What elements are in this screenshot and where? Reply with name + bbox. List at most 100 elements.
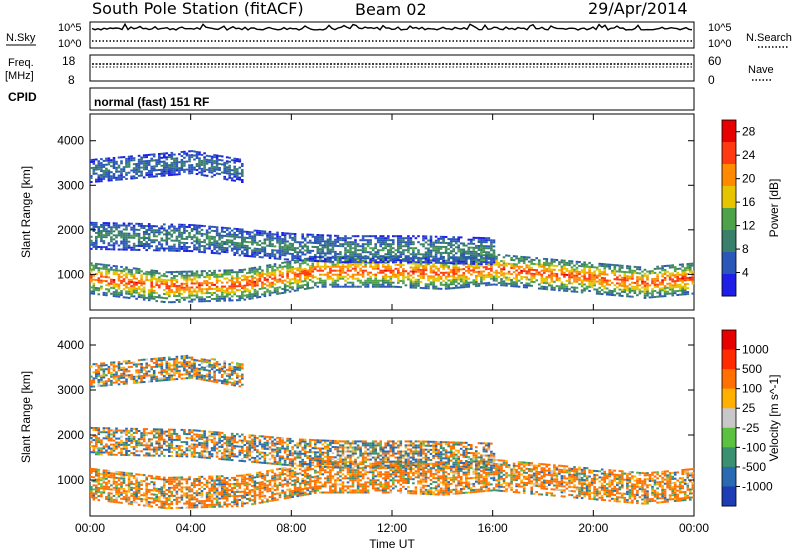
heatmap-cell [228,168,231,171]
heatmap-cell [321,250,325,253]
heatmap-cell [132,244,136,247]
heatmap-cell [185,492,189,495]
heatmap-cell [158,488,161,491]
heatmap-cell [145,504,148,507]
heatmap-cell [583,261,586,264]
heatmap-cell [575,276,579,279]
heatmap-cell [331,242,335,245]
heatmap-cell [107,498,111,501]
heatmap-cell [125,171,128,174]
heatmap-cell [147,497,151,499]
heatmap-cell [241,279,244,281]
heatmap-cell [507,270,511,273]
heatmap-cell [90,467,93,470]
heatmap-cell [301,284,304,287]
heatmap-cell [132,246,136,249]
heatmap-cell [558,263,561,266]
heatmap-cell [200,153,204,156]
heatmap-cell [462,250,466,253]
heatmap-cell [107,494,111,497]
heatmap-cell [215,154,219,157]
heatmap-cell [122,156,126,159]
heatmap-cell [555,279,559,281]
heatmap-cell [364,259,367,262]
heatmap-cell [319,234,322,237]
heatmap-cell [457,250,460,253]
heatmap-cell [115,170,118,173]
heatmap-cell [210,167,214,170]
heatmap-cell [520,255,523,258]
heatmap-cell [480,258,483,261]
heatmap-cell [434,259,438,262]
heatmap-cell [311,245,315,248]
heatmap-cell [142,156,146,159]
heatmap-cell [115,283,118,286]
heatmap-cell [291,245,294,247]
log-bottom-left: 10^0 [58,38,82,50]
heatmap-cell [314,254,317,256]
heatmap-cell [517,285,521,288]
heatmap-cell [298,245,302,248]
heatmap-cell [452,265,455,267]
heatmap-cell [558,279,561,282]
heatmap-cell [512,277,516,280]
heatmap-cell [339,265,342,268]
heatmap-cell [140,498,143,501]
heatmap-cell [228,156,231,159]
heatmap-cell [402,272,405,275]
heatmap-cell [263,240,267,243]
heatmap-cell [200,284,204,287]
heatmap-cell [195,276,199,279]
heatmap-cell [203,170,206,173]
heatmap-cell [158,157,161,159]
heatmap-cell [374,273,377,276]
heatmap-cell [374,281,377,284]
heatmap-cell [185,274,189,277]
heatmap-cell [429,251,433,254]
heatmap-cell [454,280,458,283]
heatmap-cell [90,167,93,169]
heatmap-cell [316,269,320,272]
heatmap-cell [130,279,133,282]
heatmap-cell [145,502,148,505]
heatmap-cell [341,237,345,240]
heatmap-cell [505,272,508,275]
heatmap-cell [261,234,264,237]
heatmap-cell [158,478,161,480]
heatmap-cell [298,259,302,262]
heatmap-cell [409,257,413,260]
heatmap-cell [311,266,315,269]
heatmap-cell [636,294,639,297]
heatmap-cell [480,239,483,241]
heatmap-cell [296,279,299,282]
heatmap-cell [278,245,282,248]
heatmap-cell [178,284,181,287]
heatmap-cell [392,261,395,264]
heatmap-cell [465,285,468,288]
heatmap-cell [505,262,508,265]
heatmap-cell [155,284,158,287]
heatmap-cell [117,224,121,227]
heatmap-cell [540,277,544,280]
heatmap-cell [495,261,498,264]
heatmap-cell [102,169,106,172]
heatmap-cell [389,253,393,256]
heatmap-cell [621,284,624,287]
heatmap-cell [117,269,121,272]
heatmap-cell [434,257,438,260]
heatmap-cell [565,263,569,266]
heatmap-cell [329,267,332,270]
heatmap-cell [95,289,98,291]
heatmap-cell [326,273,330,276]
heatmap-cell [158,243,161,246]
heatmap-cell [618,288,622,291]
heatmap-cell [132,171,136,174]
heatmap-cell [422,273,425,275]
heatmap-cell [150,283,153,286]
heatmap-cell [457,268,460,271]
heatmap-cell [656,267,659,270]
heatmap-cell [178,229,181,232]
heatmap-cell [535,279,538,282]
heatmap-cell [336,234,340,237]
heatmap-cell [223,249,226,251]
